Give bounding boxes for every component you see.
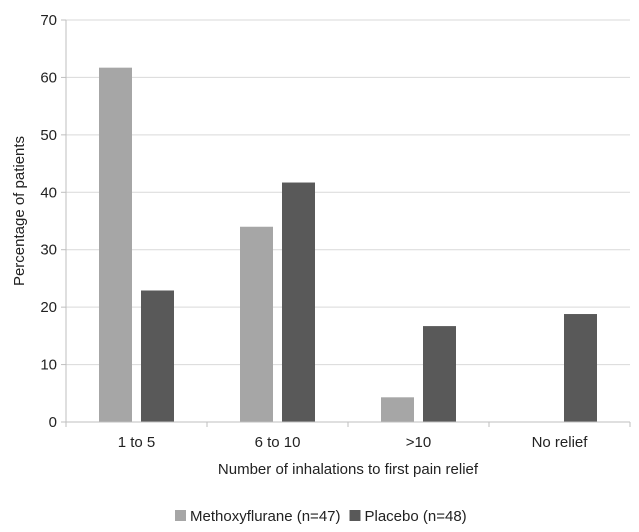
x-tick-label: 1 to 5 <box>118 434 156 451</box>
bar-placebo-2 <box>423 326 456 422</box>
legend-swatch-methoxyflurane <box>175 510 186 521</box>
x-axis-title: Number of inhalations to first pain reli… <box>218 461 479 478</box>
y-tick-label: 60 <box>40 69 57 86</box>
bar-methoxyflurane-0 <box>99 67 132 422</box>
x-tick-label: No relief <box>532 434 589 451</box>
y-tick-label: 70 <box>40 12 57 29</box>
x-axis-ticks: 1 to 5 6 to 10 >10 No relief <box>65 422 631 451</box>
y-axis-title: Percentage of patients <box>11 136 28 286</box>
y-axis-ticks: 0 10 20 30 40 50 60 70 <box>40 12 66 431</box>
y-tick-label: 0 <box>49 414 57 431</box>
x-tick-label: 6 to 10 <box>255 434 301 451</box>
legend: Methoxyflurane (n=47) Placebo (n=48) <box>175 508 467 525</box>
y-tick-label: 30 <box>40 242 57 259</box>
y-tick-label: 20 <box>40 299 57 316</box>
bar-methoxyflurane-2 <box>381 397 414 422</box>
bar-placebo-3 <box>564 314 597 422</box>
x-tick-label: >10 <box>406 434 431 451</box>
legend-label-methoxyflurane: Methoxyflurane (n=47) <box>190 508 341 525</box>
legend-swatch-placebo <box>349 510 361 521</box>
legend-label-placebo: Placebo (n=48) <box>365 508 467 525</box>
bar-placebo-1 <box>282 182 315 422</box>
y-tick-label: 50 <box>40 127 57 144</box>
bars <box>99 67 597 422</box>
bar-placebo-0 <box>141 290 174 422</box>
bar-methoxyflurane-1 <box>240 226 273 422</box>
y-tick-label: 10 <box>40 357 57 374</box>
y-tick-label: 40 <box>40 184 57 201</box>
